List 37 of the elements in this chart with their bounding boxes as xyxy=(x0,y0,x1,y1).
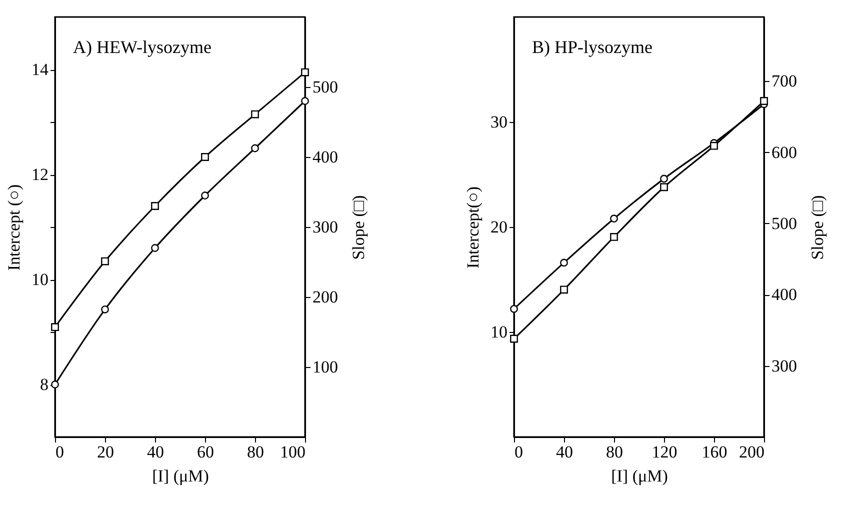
text: B) HP-lysozyme xyxy=(532,37,652,57)
y2-tick-label: 600 xyxy=(772,142,797,162)
y2-tick-label: 500 xyxy=(312,78,338,96)
y2-axis-title: Slope (□) xyxy=(349,195,368,260)
y-tick-label: 30 xyxy=(490,112,508,132)
x-tick-label: 200 xyxy=(739,442,764,462)
y2-tick-label: 700 xyxy=(772,72,797,91)
y-axis-title: Intercept (○) xyxy=(4,184,24,271)
text: A) HEW-lysozyme xyxy=(73,37,212,57)
x-tick-label: 0 xyxy=(514,442,523,462)
y2-tick-label: 300 xyxy=(772,356,797,376)
x-tick-label: 120 xyxy=(652,442,678,462)
y-tick-label: 20 xyxy=(490,218,508,236)
y-tick-label: 14 xyxy=(32,60,49,79)
x-tick-label: 20 xyxy=(97,442,114,462)
y2-tick-label: 500 xyxy=(772,214,797,233)
x-tick-label: 160 xyxy=(702,442,728,462)
y-tick-label: 10 xyxy=(32,270,48,289)
x-tick-label: 80 xyxy=(606,442,623,462)
x-tick-label: 60 xyxy=(197,442,214,462)
y-tick-label: 12 xyxy=(32,165,48,184)
x-tick-label: 80 xyxy=(247,442,264,462)
y2-tick-label: 200 xyxy=(312,288,338,306)
y-tick-label: 8 xyxy=(40,375,48,394)
x-tick-label: 100 xyxy=(280,442,306,462)
x-tick-label: 0 xyxy=(56,442,64,462)
y2-tick-label: 400 xyxy=(772,285,797,304)
y2-axis-title: Slope (□) xyxy=(808,195,827,260)
y2-tick-label: 300 xyxy=(312,218,338,236)
y-tick-label: 10 xyxy=(490,322,508,342)
y2-tick-label: 100 xyxy=(312,358,338,376)
x-tick-label: 40 xyxy=(556,442,573,462)
x-axis-title: [I] (μM) xyxy=(611,466,668,486)
y2-tick-label: 400 xyxy=(312,148,338,166)
x-tick-label: 40 xyxy=(147,442,164,462)
y-axis-title: Intercept(○) xyxy=(464,186,482,268)
x-axis-title: [I] (μM) xyxy=(152,466,209,486)
